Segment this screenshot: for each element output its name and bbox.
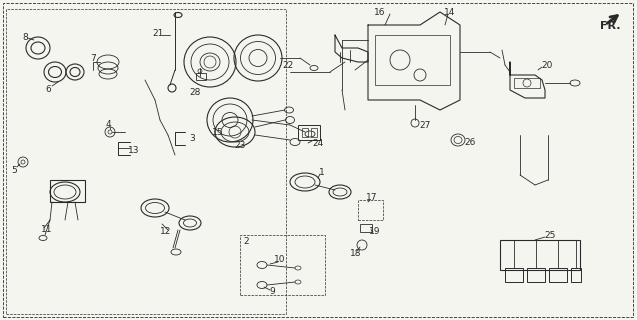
Text: 14: 14 [445,7,455,17]
Text: 15: 15 [212,127,224,137]
Text: 21: 21 [152,28,164,37]
Bar [549,268,567,282]
Text: 9: 9 [269,287,275,297]
Text: 6: 6 [45,84,51,93]
Text: 11: 11 [41,226,53,235]
Bar [358,200,383,220]
Text: 5: 5 [11,165,17,174]
Text: 24: 24 [312,139,324,148]
Text: 25: 25 [544,230,555,239]
Text: FR.: FR. [600,21,620,31]
Bar [311,128,317,137]
Bar [196,73,206,80]
Text: 16: 16 [375,7,386,17]
Bar [571,268,581,282]
Text: 10: 10 [275,255,286,265]
Text: 28: 28 [189,87,201,97]
Bar [50,180,85,202]
Text: 27: 27 [419,121,431,130]
Text: 20: 20 [541,60,553,69]
Text: 23: 23 [234,140,246,149]
Text: 7: 7 [90,53,96,62]
Text: 2: 2 [243,237,249,246]
Text: 3: 3 [189,133,195,142]
Bar [302,128,308,137]
Bar [360,224,372,232]
Bar [500,240,580,270]
Text: 26: 26 [464,138,476,147]
Text: 12: 12 [161,228,172,236]
Text: 8: 8 [22,33,28,42]
Text: 17: 17 [366,194,378,203]
Text: 22: 22 [282,60,294,69]
Bar [527,268,545,282]
Text: 1: 1 [319,167,325,177]
Bar [375,35,450,85]
Bar [514,78,540,88]
Text: 19: 19 [369,228,381,236]
Bar [240,235,325,295]
Bar [6,9,286,314]
Text: 4: 4 [105,119,111,129]
Bar [298,125,320,140]
Bar [505,268,523,282]
Text: 13: 13 [128,146,140,155]
Text: 18: 18 [350,249,362,258]
